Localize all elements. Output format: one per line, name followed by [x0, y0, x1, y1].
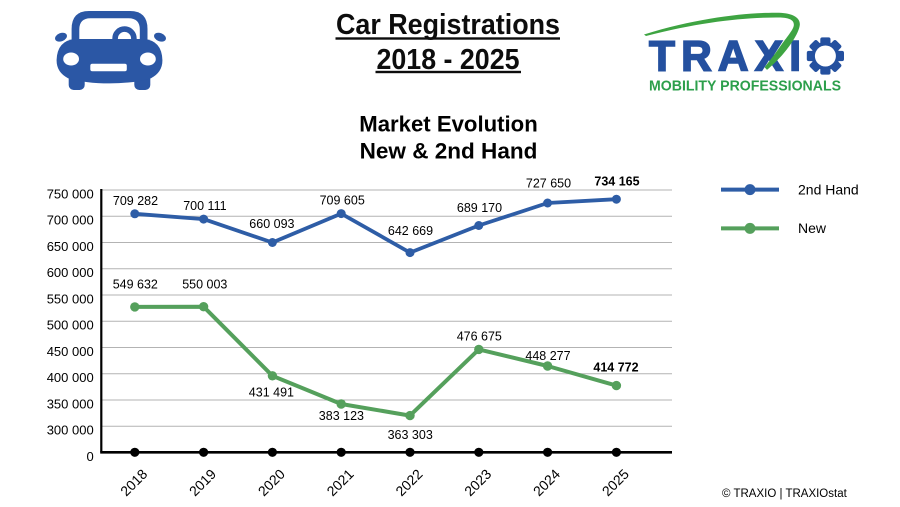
svg-text:700 000: 700 000 — [47, 213, 94, 228]
svg-text:MOBILITY PROFESSIONALS: MOBILITY PROFESSIONALS — [649, 78, 841, 95]
svg-text:727 650: 727 650 — [526, 177, 571, 191]
svg-text:414 772: 414 772 — [593, 360, 638, 374]
svg-text:© TRAXIO | TRAXIOstat: © TRAXIO | TRAXIOstat — [722, 488, 848, 500]
svg-text:383 123: 383 123 — [319, 409, 364, 423]
svg-text:709 605: 709 605 — [320, 193, 365, 207]
svg-text:New: New — [798, 220, 827, 236]
svg-text:2019: 2019 — [186, 466, 219, 499]
svg-text:2020: 2020 — [255, 466, 288, 499]
svg-text:0: 0 — [86, 449, 93, 464]
svg-text:700 111: 700 111 — [183, 199, 226, 213]
svg-text:550 000: 550 000 — [47, 291, 94, 306]
svg-text:431 491: 431 491 — [249, 386, 294, 400]
svg-text:2021: 2021 — [323, 466, 356, 499]
svg-text:363 303: 363 303 — [388, 428, 433, 442]
svg-text:Market Evolution: Market Evolution — [359, 111, 538, 136]
svg-text:Car Registrations: Car Registrations — [336, 9, 560, 41]
svg-text:642 669: 642 669 — [388, 224, 433, 238]
svg-text:2018: 2018 — [117, 466, 150, 499]
svg-text:660 093: 660 093 — [249, 217, 294, 231]
svg-text:2024: 2024 — [530, 466, 563, 499]
svg-text:350 000: 350 000 — [47, 396, 94, 411]
svg-text:New & 2nd Hand: New & 2nd Hand — [360, 138, 538, 163]
svg-text:709 282: 709 282 — [113, 194, 158, 208]
svg-text:2023: 2023 — [461, 466, 494, 499]
svg-text:500 000: 500 000 — [47, 318, 94, 333]
svg-text:650 000: 650 000 — [47, 239, 94, 254]
svg-text:600 000: 600 000 — [47, 265, 94, 280]
svg-text:734 165: 734 165 — [594, 175, 639, 189]
svg-text:2025: 2025 — [599, 466, 632, 499]
svg-text:2022: 2022 — [392, 466, 425, 499]
svg-text:448 277: 448 277 — [525, 349, 570, 363]
svg-text:2nd Hand: 2nd Hand — [798, 181, 859, 197]
svg-text:750 000: 750 000 — [47, 186, 94, 201]
svg-text:400 000: 400 000 — [47, 370, 94, 385]
svg-text:2018 - 2025: 2018 - 2025 — [377, 44, 520, 76]
svg-text:689 170: 689 170 — [457, 201, 502, 215]
svg-text:450 000: 450 000 — [47, 344, 94, 359]
svg-text:476 675: 476 675 — [457, 330, 502, 344]
svg-text:549 632: 549 632 — [113, 278, 158, 292]
svg-text:550 003: 550 003 — [182, 278, 227, 292]
svg-text:300 000: 300 000 — [47, 423, 94, 438]
